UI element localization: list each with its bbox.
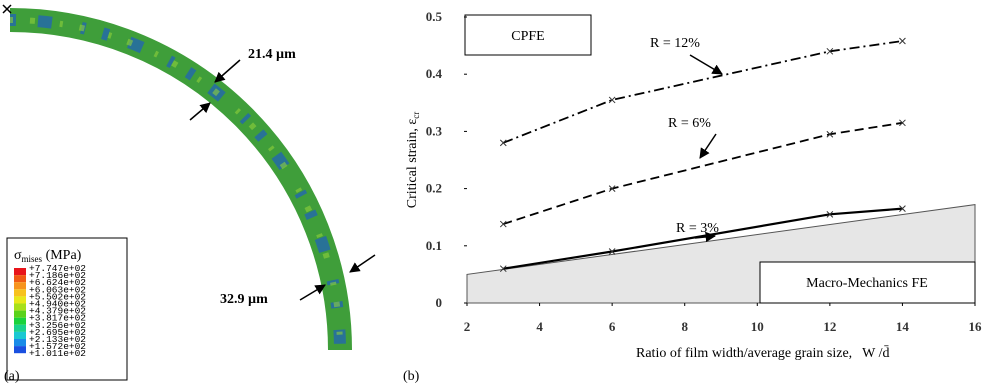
legend-swatch <box>14 275 26 282</box>
point <box>899 38 905 44</box>
x-tick-label: 8 <box>681 319 688 334</box>
y-tick-label: 0.1 <box>426 238 442 253</box>
panel-b: CPFE (b) Ratio of film width/average gra… <box>403 9 982 384</box>
arrow <box>300 285 325 300</box>
y-tick-label: 0.5 <box>426 9 443 24</box>
y-axis-label: Critical strain, εcr <box>405 112 421 208</box>
legend-swatch <box>14 268 26 275</box>
x-tick-label: 14 <box>896 319 910 334</box>
panel-label: (a) <box>4 369 20 384</box>
x-tick-label: 16 <box>969 319 983 334</box>
arrow <box>190 103 210 120</box>
legend-swatch <box>14 325 26 332</box>
x-tick-label: 6 <box>609 319 616 334</box>
legend-swatch <box>14 318 26 325</box>
series-label: R = 12% <box>650 36 700 51</box>
legend-swatch <box>14 304 26 311</box>
legend-swatch <box>14 346 26 353</box>
arrow <box>690 55 722 74</box>
x-tick-label: 10 <box>751 319 764 334</box>
series-label: R = 3% <box>676 221 719 236</box>
legend-swatch <box>14 332 26 339</box>
x-tick-label: 12 <box>823 319 836 334</box>
y-tick-label: 0.4 <box>426 66 443 81</box>
legend-swatch <box>14 289 26 296</box>
series-label: R = 6% <box>668 116 711 131</box>
legend-swatch <box>14 296 26 303</box>
arrow <box>700 134 716 158</box>
panel-label: (b) <box>403 369 420 384</box>
legend-swatch <box>14 311 26 318</box>
origin-mark <box>3 5 11 13</box>
legend-swatch <box>14 339 26 346</box>
panel-a: 21.4 µm 32.9 µm σmises (MPa) +7.747e+02+… <box>3 5 375 384</box>
legend-label: +1.011e+02 <box>29 348 86 359</box>
arrow <box>350 255 375 272</box>
figure: 21.4 µm 32.9 µm σmises (MPa) +7.747e+02+… <box>0 0 989 386</box>
legend: +7.747e+02+7.186e+02+6.624e+02+6.063e+02… <box>14 263 86 359</box>
y-tick-label: 0.3 <box>426 123 443 138</box>
x-axis-label: Ratio of film width/average grain size,W… <box>636 345 890 361</box>
legend-swatch <box>14 282 26 289</box>
y-tick-label: 0 <box>436 295 443 310</box>
annotation: CPFE <box>511 29 544 44</box>
annotation: 32.9 µm <box>220 292 268 307</box>
arrow <box>215 60 240 82</box>
x-tick-label: 2 <box>464 319 471 334</box>
line <box>503 123 902 224</box>
x-tick-label: 4 <box>536 319 543 334</box>
y-tick-label: 0.2 <box>426 181 442 196</box>
series-label: Macro-Mechanics FE <box>806 276 928 291</box>
annotation: 21.4 µm <box>248 47 296 62</box>
